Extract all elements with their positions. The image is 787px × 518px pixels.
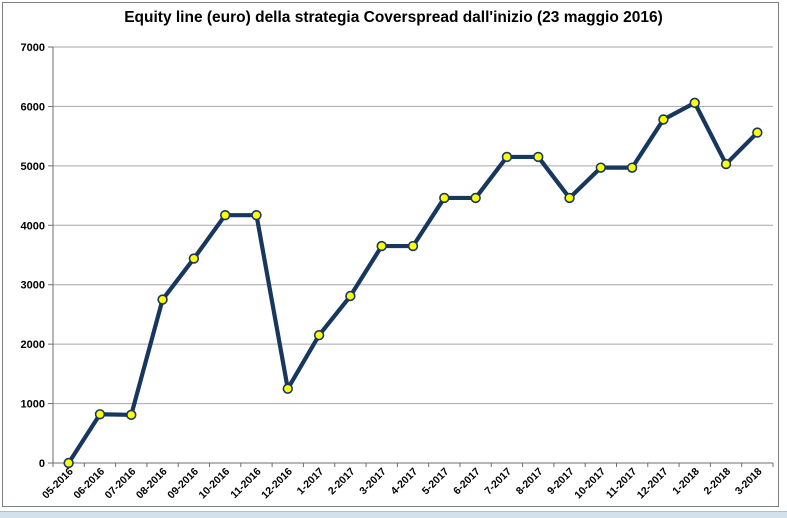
x-axis-label: 1-2017 [295, 466, 327, 498]
data-point-marker [407, 240, 419, 252]
x-axis-label: 5-2017 [420, 466, 452, 498]
x-axis-label: 2-2017 [326, 466, 358, 498]
y-axis-label: 5000 [21, 161, 45, 173]
x-axis-label: 11-2016 [228, 466, 263, 501]
data-point-marker [188, 253, 200, 264]
data-point-marker [439, 192, 450, 204]
x-axis-label: 3-2018 [733, 466, 765, 498]
x-axis-label: 4-2017 [389, 466, 421, 498]
data-point-marker [564, 192, 575, 204]
x-axis-label: 2-2018 [702, 466, 734, 498]
data-point-marker [376, 240, 387, 252]
y-axis-label: 1000 [21, 399, 45, 411]
y-axis-label: 6000 [21, 101, 45, 113]
equity-line-series [66, 100, 760, 466]
data-point-marker [595, 162, 607, 173]
chart-frame [2, 2, 779, 507]
x-axis-label: 06-2016 [71, 466, 107, 502]
y-axis-label: 3000 [21, 280, 45, 292]
data-point-marker [720, 158, 732, 170]
x-axis-label: 11-2017 [604, 466, 639, 501]
x-axis-label: 07-2016 [103, 466, 139, 502]
data-point-marker [313, 330, 325, 341]
data-point-marker [626, 162, 638, 173]
data-point-marker [219, 209, 231, 221]
x-axis-label: 8-2017 [514, 466, 546, 498]
data-point-marker [752, 127, 763, 138]
x-axis-label: 05-2016 [40, 466, 76, 502]
data-point-marker [63, 457, 74, 469]
data-point-marker [126, 409, 137, 421]
x-axis-label: 10-2016 [197, 466, 233, 502]
y-axis-label: 4000 [21, 220, 45, 232]
data-point-marker [658, 114, 669, 125]
page-background-strip [0, 511, 787, 518]
x-axis-label: 10-2017 [572, 466, 608, 502]
data-point-marker [501, 151, 513, 163]
data-point-marker [94, 409, 106, 420]
x-axis-label: 12-2017 [635, 466, 671, 502]
x-axis-label: 3-2017 [357, 466, 389, 498]
chart-title: Equity line (euro) della strategia Cover… [124, 9, 663, 26]
x-axis-label: 08-2016 [134, 466, 170, 502]
x-axis-label: 6-2017 [451, 466, 483, 498]
x-axis-label: 1-2018 [670, 466, 702, 498]
y-axis-label: 2000 [21, 339, 45, 351]
y-axis-label: 0 [39, 458, 45, 470]
data-point-marker [282, 383, 293, 394]
data-point-marker [689, 97, 700, 109]
data-point-marker [345, 290, 356, 302]
data-point-marker [251, 209, 262, 221]
x-axis-label: 7-2017 [482, 466, 514, 498]
x-axis-label: 09-2016 [165, 466, 201, 502]
data-point-marker [470, 192, 481, 204]
data-point-marker [533, 151, 544, 163]
y-axis-label: 7000 [21, 42, 45, 54]
data-point-marker [157, 294, 168, 305]
x-axis-label: 12-2016 [259, 466, 295, 502]
